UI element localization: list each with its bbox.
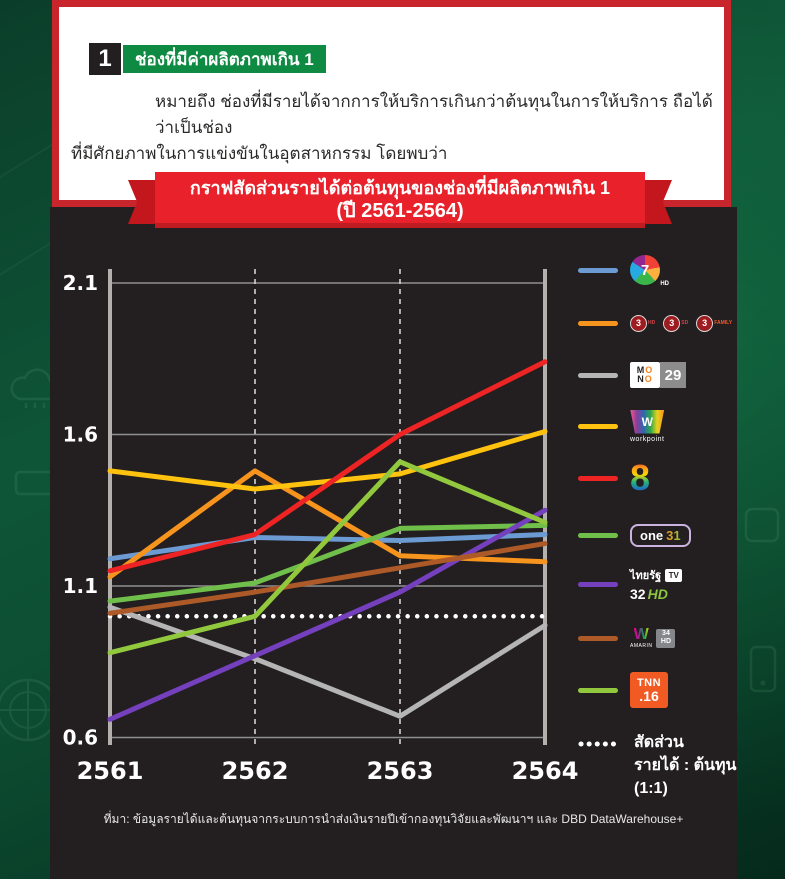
legend-item-one31: one 31 bbox=[578, 515, 691, 555]
legend-swatch-thairath32 bbox=[578, 581, 618, 587]
legend-swatch-one31 bbox=[578, 532, 618, 538]
chart-panel: 2.1 1.6 1.1 0.6 2561 2562 2563 2564 7 HD 3 HD 3… bbox=[50, 207, 737, 879]
legend-item-tnn16: TNN .16 bbox=[578, 670, 668, 710]
ch3-sd-tag: SD bbox=[681, 320, 689, 326]
legend-swatch-ch8 bbox=[578, 475, 618, 481]
ch8-logo: 8 bbox=[630, 457, 651, 498]
amarin-number: 34 bbox=[662, 630, 670, 637]
legend-item-mono29: MO NO 29 bbox=[578, 355, 686, 395]
thairath-tv-icon: TV bbox=[665, 568, 683, 582]
one31-number: 31 bbox=[666, 527, 681, 543]
tnn16-logo: TNN .16 bbox=[630, 672, 668, 708]
x-tick-label: 2562 bbox=[222, 757, 289, 785]
series-line-workpoint bbox=[107, 428, 548, 492]
series-line-tnn16 bbox=[107, 459, 548, 656]
ch3-hd-tag: HD bbox=[648, 320, 656, 326]
workpoint-mark: W bbox=[630, 409, 665, 434]
series-line-one31 bbox=[107, 522, 548, 604]
thairath-name: ไทยรัฐ bbox=[630, 570, 662, 582]
mono-no: NO bbox=[637, 374, 653, 384]
source-note: ที่มา: ข้อมูลรายได้และต้นทุนจากระบบการนำ… bbox=[103, 812, 684, 826]
legend-swatch-mono29 bbox=[578, 372, 618, 378]
thairath-number: 32 bbox=[630, 586, 646, 602]
ch3-family-logo: 3 FAMILY bbox=[696, 314, 733, 332]
ch3-digit: 3 bbox=[630, 314, 647, 332]
mono-letter-box: MO NO bbox=[630, 362, 660, 388]
workpoint-label: workpoint bbox=[630, 435, 665, 443]
background-frame-icon bbox=[744, 507, 780, 543]
thairath32-logo: ไทยรัฐ TV 32 HD bbox=[630, 566, 683, 602]
section-number-badge: 1 bbox=[89, 43, 121, 75]
section-title-badge: ช่องที่มีค่าผลิตภาพเกิน 1 bbox=[123, 45, 326, 73]
series-line-thairath32 bbox=[107, 507, 548, 722]
ch7-hd-label: HD bbox=[660, 281, 669, 287]
background-phone-icon bbox=[749, 645, 777, 693]
mono-29: 29 bbox=[660, 362, 686, 388]
mono29-logo: MO NO 29 bbox=[630, 362, 686, 388]
ch3-sd-logo: 3 SD bbox=[663, 314, 689, 332]
mono-mo: MO bbox=[636, 365, 654, 375]
legend-swatch-reference-dotted bbox=[578, 741, 624, 747]
ch3-hd-logo: 3 HD bbox=[630, 314, 656, 332]
series-line-ch8 bbox=[107, 359, 548, 574]
reference-label-line-2: รายได้ : ต้นทุน bbox=[634, 757, 737, 774]
x-tick-label: 2564 bbox=[512, 757, 579, 785]
ch3-digit: 3 bbox=[696, 314, 714, 332]
legend-swatch-tnn16 bbox=[578, 687, 618, 693]
thairath-hd: HD bbox=[647, 586, 668, 602]
amarin-hd: HD bbox=[660, 638, 672, 645]
x-tick-label: 2563 bbox=[367, 757, 434, 785]
ch3-digit: 3 bbox=[663, 314, 681, 332]
description-line-2: ที่มีศักยภาพในการแข่งขันในอุตสาหกรรม โดย… bbox=[71, 144, 448, 163]
workpoint-logo: W workpoint bbox=[630, 409, 665, 443]
section-description: หมายถึง ช่องที่มีรายได้จากการให้บริการเก… bbox=[71, 89, 723, 167]
chart-title-line-2: (ปี 2561-2564) bbox=[336, 200, 464, 222]
section-header: 1 ช่องที่มีค่าผลิตภาพเกิน 1 bbox=[89, 43, 326, 75]
one31-logo: one 31 bbox=[630, 523, 691, 547]
chart-title-ribbon: กราฟสัดส่วนรายได้ต่อต้นทุนของช่องที่มีผล… bbox=[128, 172, 672, 232]
y-tick-label: 1.6 bbox=[63, 423, 98, 447]
y-tick-label: 0.6 bbox=[63, 726, 98, 750]
y-tick-label: 1.1 bbox=[63, 574, 98, 598]
legend-item-thairath32: ไทยรัฐ TV 32 HD bbox=[578, 564, 683, 604]
legend-item-ch3: 3 HD 3 SD 3 FAMILY bbox=[578, 303, 732, 343]
reference-line-label: สัดส่วน รายได้ : ต้นทุน (1:1) bbox=[634, 731, 736, 800]
amarin-label: AMARIN bbox=[630, 643, 653, 649]
legend-swatch-amarin34 bbox=[578, 635, 618, 641]
amarin34-logo: W AMARIN 34 HD bbox=[630, 626, 676, 649]
legend-swatch-ch7hd bbox=[578, 267, 618, 273]
amarin-34hd-box: 34 HD bbox=[656, 628, 676, 648]
ch7hd-logo: 7 HD bbox=[630, 255, 669, 287]
series-line-amarin34 bbox=[107, 541, 548, 616]
reference-label-line-3: (1:1) bbox=[634, 780, 668, 797]
one31-word: one bbox=[640, 527, 664, 543]
series-line-ch3 bbox=[107, 468, 548, 580]
legend-item-ch8: 8 bbox=[578, 458, 650, 498]
amarin-mark: W bbox=[633, 626, 649, 643]
ch7-digit: 7 bbox=[640, 261, 650, 279]
line-chart: 2.1 1.6 1.1 0.6 2561 2562 2563 2564 bbox=[63, 269, 579, 785]
ribbon-banner: กราฟสัดส่วนรายได้ต่อต้นทุนของช่องที่มีผล… bbox=[155, 172, 645, 228]
legend-item-workpoint: W workpoint bbox=[578, 406, 665, 446]
ch3-family-tag: FAMILY bbox=[714, 320, 733, 326]
legend-item-amarin34: W AMARIN 34 HD bbox=[578, 618, 676, 658]
ch3-logos: 3 HD 3 SD 3 FAMILY bbox=[630, 314, 733, 332]
tnn-number: .16 bbox=[639, 687, 659, 704]
y-tick-label: 2.1 bbox=[63, 271, 98, 295]
legend-item-reference-line: สัดส่วน รายได้ : ต้นทุน (1:1) bbox=[578, 731, 736, 800]
tnn-word: TNN bbox=[636, 676, 662, 689]
chart-title-line-1: กราฟสัดส่วนรายได้ต่อต้นทุนของช่องที่มีผล… bbox=[189, 178, 611, 198]
legend-item-ch7hd: 7 HD bbox=[578, 250, 669, 290]
x-tick-label: 2561 bbox=[77, 757, 144, 785]
reference-label-line-1: สัดส่วน bbox=[634, 734, 684, 751]
description-line-1: หมายถึง ช่องที่มีรายได้จากการให้บริการเก… bbox=[155, 92, 713, 137]
legend-swatch-ch3 bbox=[578, 320, 618, 326]
legend-swatch-workpoint bbox=[578, 423, 618, 429]
